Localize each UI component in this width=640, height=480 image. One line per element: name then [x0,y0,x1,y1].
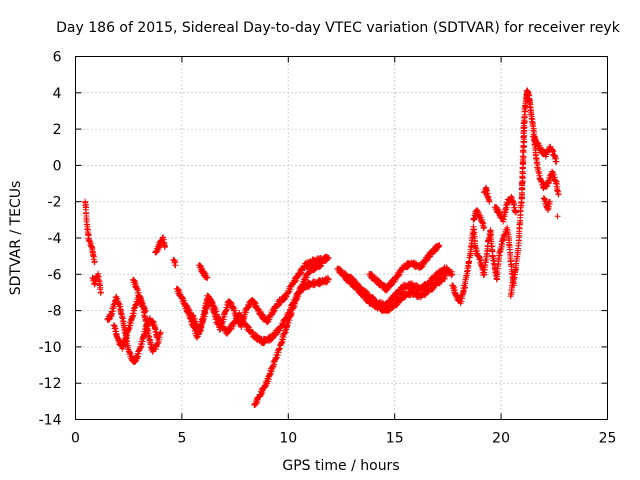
y-tick-labels: -14 -12 -10 -8 -6 -4 -2 0 2 4 6 [39,50,62,429]
y-tick-label: -12 [39,376,62,392]
x-tick-label: 20 [492,431,510,447]
x-tick-label: 25 [599,431,617,447]
y-tick-label: 6 [53,50,62,66]
y-tick-label: 4 [53,86,62,102]
x-tick-label: 10 [279,431,297,447]
y-tick-label: -2 [48,195,62,211]
y-tick-label: -4 [48,231,62,247]
y-tick-label: 0 [53,158,62,174]
x-tick-label: 5 [177,431,186,447]
y-tick-label: -14 [39,413,62,429]
data-points [82,87,562,408]
y-tick-label: -6 [48,267,62,283]
chart-title: Day 186 of 2015, Sidereal Day-to-day VTE… [56,20,621,36]
y-tick-label: -10 [39,340,62,356]
grid [75,56,608,420]
plot-frame [75,56,608,420]
x-tick-label: 0 [71,431,80,447]
x-axis-label: GPS time / hours [282,458,399,474]
y-tick-label: 2 [53,122,62,138]
x-tick-labels: 0 5 10 15 20 25 [71,431,616,447]
y-axis-label: SDTVAR / TECUs [8,181,24,296]
x-tick-label: 15 [386,431,404,447]
y-tick-label: -8 [48,304,62,320]
series-points-receiver-reyk [82,87,562,408]
